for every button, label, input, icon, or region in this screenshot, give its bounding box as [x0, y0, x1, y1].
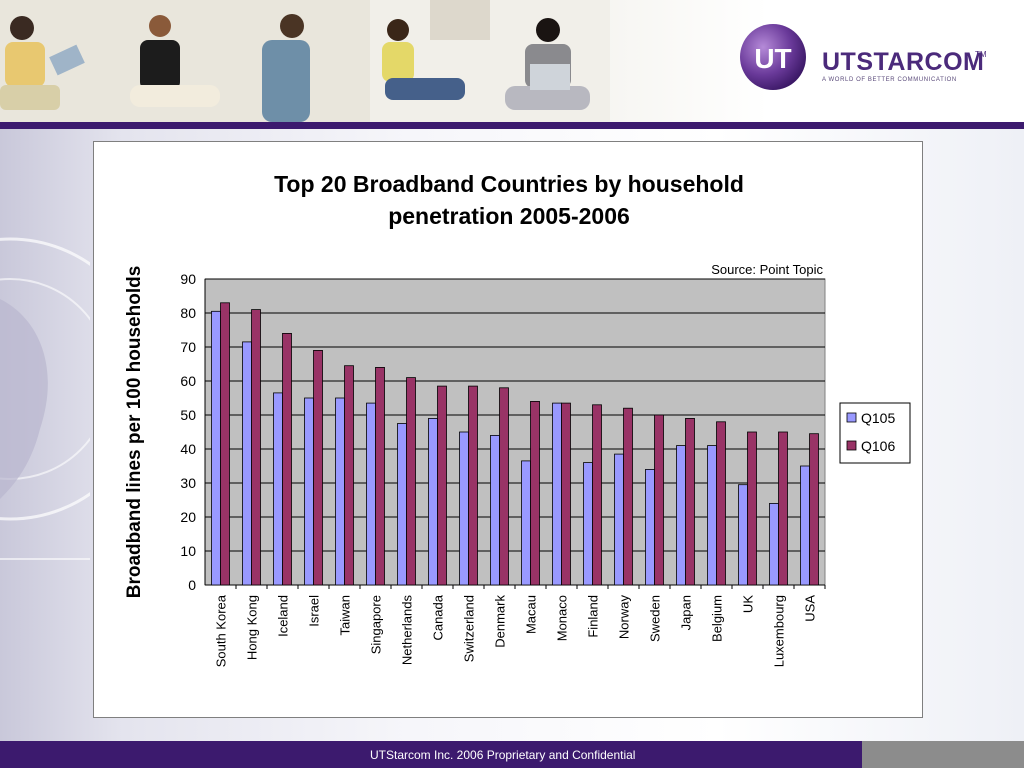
legend-swatch-q105 — [846, 412, 857, 423]
legend-label-q105: Q105 — [861, 410, 895, 426]
bar-q106-netherlands — [406, 377, 416, 586]
footer-confidentiality-note: UTStarcom Inc. 2006 Proprietary and Conf… — [370, 748, 636, 762]
bar-q105-uk — [738, 484, 748, 586]
bar-q106-monaco — [561, 402, 571, 586]
chart-source-note: Source: Point Topic — [711, 262, 823, 277]
header-divider — [0, 122, 1024, 129]
y-tick-label: 70 — [180, 339, 196, 355]
bar-q105-finland — [583, 462, 593, 586]
y-tick-label: 90 — [180, 271, 196, 287]
x-tick-label: South Korea — [214, 594, 229, 667]
y-tick-label: 50 — [180, 407, 196, 423]
bar-q106-israel — [313, 349, 323, 586]
bar-q106-denmark — [499, 387, 509, 586]
y-tick-label: 0 — [188, 577, 196, 593]
bar-q106-luxembourg — [778, 431, 788, 586]
bar-q106-canada — [437, 385, 447, 586]
x-tick-label: Belgium — [710, 595, 725, 642]
bar-q105-luxembourg — [769, 502, 779, 586]
bar-q105-sweden — [645, 468, 655, 586]
bar-q105-south-korea — [211, 310, 221, 586]
bar-series — [211, 302, 819, 586]
bar-q105-hong-kong — [242, 341, 252, 586]
x-tick-label: Sweden — [648, 595, 663, 642]
x-tick-label: Taiwan — [338, 595, 353, 635]
svg-text:UT: UT — [754, 43, 791, 74]
bar-q106-taiwan — [344, 365, 354, 586]
x-tick-label: Switzerland — [462, 595, 477, 662]
bar-q105-denmark — [490, 434, 500, 586]
bar-q106-sweden — [654, 414, 664, 586]
x-tick-label: USA — [803, 595, 818, 622]
x-tick-label: UK — [741, 595, 756, 613]
x-tick-label: Iceland — [276, 595, 291, 637]
bar-q105-netherlands — [397, 423, 407, 586]
y-tick-label: 10 — [180, 543, 196, 559]
x-tick-label: Netherlands — [400, 595, 415, 666]
y-tick-label: 40 — [180, 441, 196, 457]
bar-q105-belgium — [707, 445, 717, 586]
legend-swatch-q106 — [846, 440, 857, 451]
x-tick-label: Norway — [617, 595, 632, 640]
bar-q105-norway — [614, 453, 624, 586]
x-axis-labels: South Korea Hong Kong Iceland Israel Taiwan S… — [214, 585, 826, 667]
bar-q105-usa — [800, 465, 810, 586]
bar-q106-hong-kong — [251, 309, 261, 586]
logo-tagline: A WORLD OF BETTER COMMUNICATION — [822, 77, 957, 83]
bar-q105-singapore — [366, 402, 376, 586]
bar-chart: Top 20 Broadband Countries by household … — [124, 171, 911, 667]
utstarcom-logo: UT UTSTARCOM TM A WORLD OF BETTER COMMUN… — [738, 20, 988, 92]
bar-q105-macau — [521, 460, 531, 586]
y-axis-title: Broadband lines per 100 households — [124, 266, 145, 599]
bar-q105-monaco — [552, 402, 562, 586]
y-tick-label: 60 — [180, 373, 196, 389]
bar-q105-israel — [304, 397, 314, 586]
y-tick-label: 20 — [180, 509, 196, 525]
chart-legend: Q105 Q106 — [839, 402, 911, 464]
bar-q106-usa — [809, 433, 819, 586]
x-tick-label: Singapore — [369, 595, 384, 654]
y-tick-label: 80 — [180, 305, 196, 321]
x-tick-label: Macau — [524, 595, 539, 634]
x-tick-label: Finland — [586, 595, 601, 638]
bar-q106-switzerland — [468, 385, 478, 586]
bar-q105-switzerland — [459, 431, 469, 586]
x-tick-label: Monaco — [555, 595, 570, 641]
chart-title-line-1: Top 20 Broadband Countries by household — [274, 171, 744, 197]
bar-q106-norway — [623, 407, 633, 586]
logo-trademark: TM — [975, 50, 987, 59]
bar-q106-belgium — [716, 421, 726, 586]
x-tick-label: Israel — [307, 595, 322, 627]
x-tick-label: Hong Kong — [245, 595, 260, 660]
footer-gray-block — [862, 741, 1024, 768]
bar-q106-japan — [685, 417, 695, 586]
slide-footer: UTStarcom Inc. 2006 Proprietary and Conf… — [0, 741, 1024, 768]
bar-q105-japan — [676, 445, 686, 586]
x-tick-label: Denmark — [493, 595, 508, 648]
bar-q105-iceland — [273, 392, 283, 586]
bar-q106-finland — [592, 404, 602, 586]
bar-q106-uk — [747, 431, 757, 586]
logo-orb-icon: UT — [740, 24, 806, 90]
bar-q106-macau — [530, 400, 540, 586]
bar-q106-iceland — [282, 332, 292, 586]
bar-q106-south-korea — [220, 302, 230, 586]
legend-label-q106: Q106 — [861, 438, 895, 454]
header-photo-strip — [0, 0, 610, 122]
plot-area — [204, 278, 826, 586]
logo-wordmark: UTSTARCOM — [822, 48, 985, 76]
x-tick-label: Japan — [679, 595, 694, 630]
x-tick-label: Luxembourg — [772, 595, 787, 667]
bar-q105-taiwan — [335, 397, 345, 586]
slide-header: UT UTSTARCOM TM A WORLD OF BETTER COMMUN… — [0, 0, 1024, 122]
x-tick-label: Canada — [431, 594, 446, 640]
bar-q106-singapore — [375, 366, 385, 586]
globe-watermark — [0, 237, 90, 560]
chart-container: Top 20 Broadband Countries by household … — [93, 141, 923, 718]
y-tick-label: 30 — [180, 475, 196, 491]
chart-title-line-2: penetration 2005-2006 — [388, 203, 630, 229]
bar-q105-canada — [428, 417, 438, 586]
